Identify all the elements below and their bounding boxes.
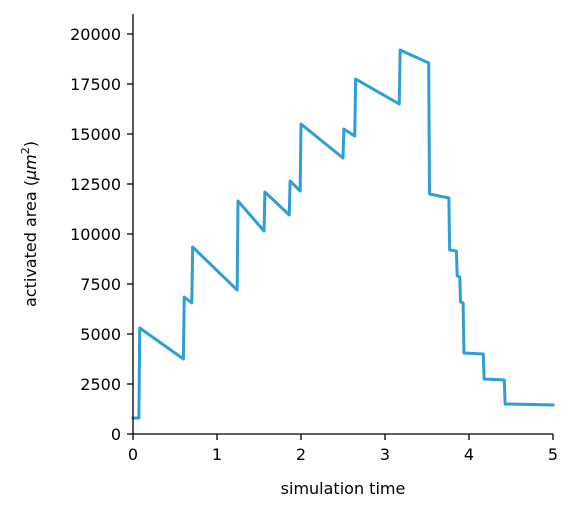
y-axis-label-close: ): [21, 141, 40, 147]
x-tick-label: 3: [380, 445, 390, 464]
y-tick-label: 7500: [80, 275, 121, 294]
y-tick-label: 12500: [70, 175, 121, 194]
y-tick-label: 20000: [70, 25, 121, 44]
y-axis-label-unit: μm: [21, 154, 40, 181]
ticks-layer: 0 1 2 3 4 5 0 2500 5000 7500 10000 12500 15000 17500 2…: [70, 25, 558, 464]
x-tick-label: 5: [548, 445, 558, 464]
y-axis-label-text: activated area (: [21, 180, 40, 307]
y-tick-label: 5000: [80, 325, 121, 344]
x-axis-label: simulation time: [281, 479, 406, 498]
y-tick-label: 15000: [70, 125, 121, 144]
y-axis-label: activated area (μm2): [19, 141, 40, 307]
y-tick-label: 2500: [80, 375, 121, 394]
x-tick-label: 4: [464, 445, 474, 464]
y-tick-label: 10000: [70, 225, 121, 244]
x-tick-label: 0: [128, 445, 138, 464]
y-axis-label-unit-exponent: 2: [19, 147, 32, 154]
series-line: [131, 48, 555, 420]
x-tick-label: 1: [212, 445, 222, 464]
x-tick-label: 2: [296, 445, 306, 464]
y-tick-label: 17500: [70, 75, 121, 94]
y-tick-label: 0: [111, 425, 121, 444]
